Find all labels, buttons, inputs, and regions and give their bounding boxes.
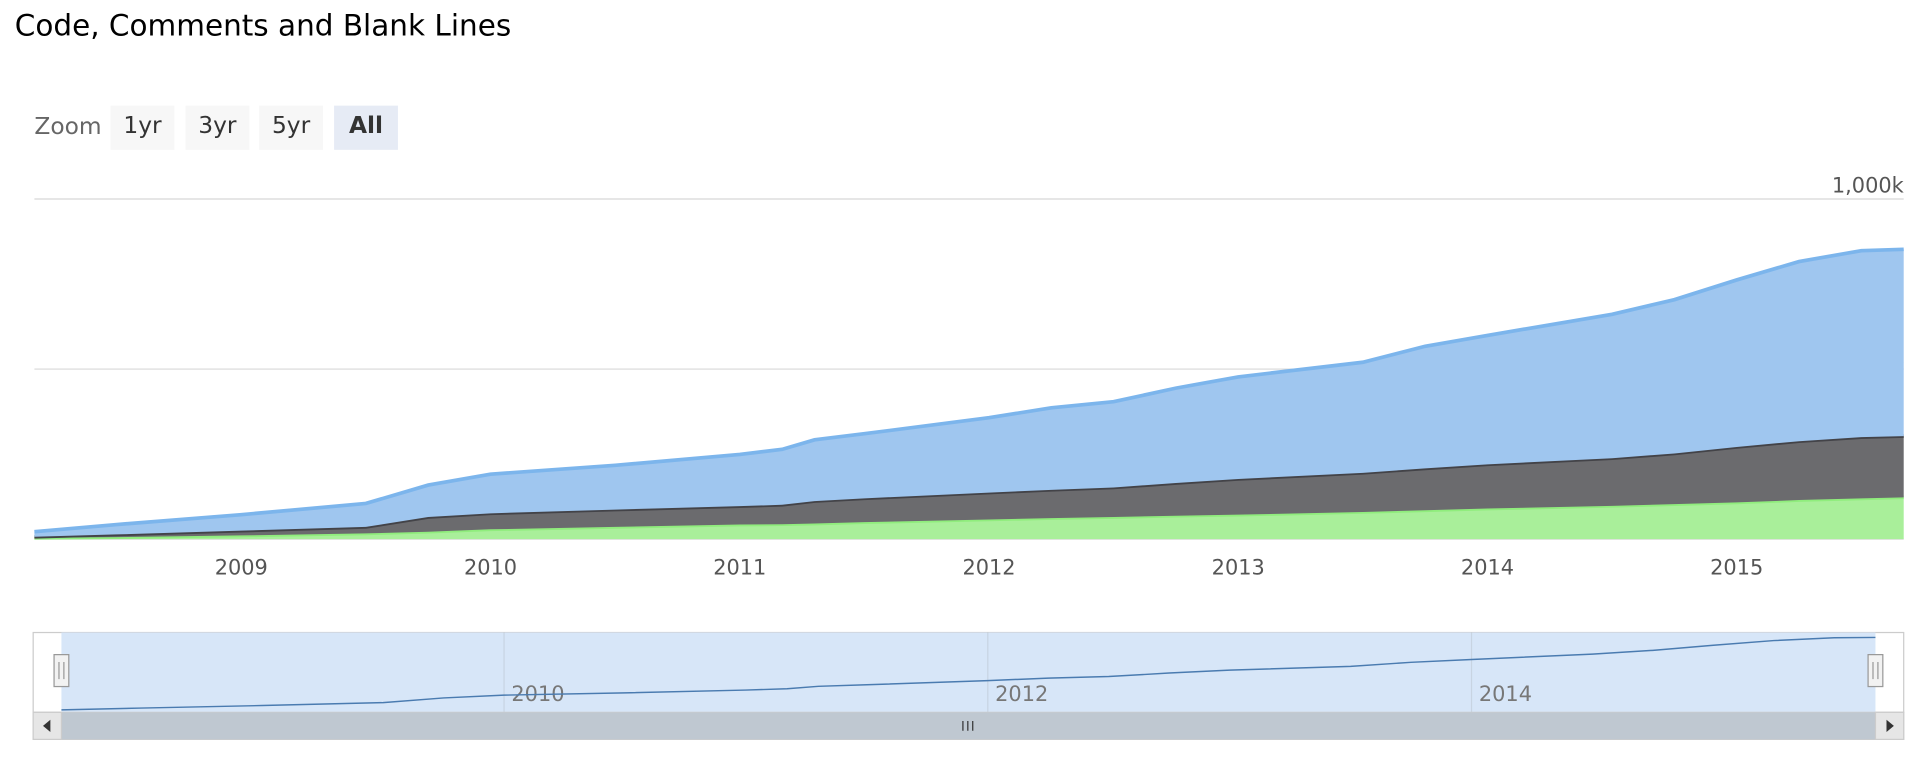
x-tick-label: 2010 bbox=[464, 556, 517, 580]
zoom-button[interactable]: 3yr bbox=[185, 105, 250, 150]
chart-title: Code, Comments and Blank Lines bbox=[15, 9, 511, 43]
navigator: 2010 2012 2014 bbox=[32, 631, 1905, 713]
arrow-right bbox=[1886, 719, 1894, 732]
area bbox=[34, 497, 1904, 540]
zoom-button-bg bbox=[259, 105, 324, 150]
navigator-selection bbox=[61, 632, 1876, 713]
zoom-button-label: All bbox=[349, 111, 383, 139]
scrollbar[interactable] bbox=[32, 711, 1905, 740]
scroll-grip bbox=[962, 720, 974, 731]
x-tick-label: 2011 bbox=[713, 556, 766, 580]
zoom-button[interactable]: All bbox=[334, 105, 398, 150]
x-tick-label: 2009 bbox=[215, 556, 268, 580]
zoom-button-bg bbox=[185, 105, 250, 150]
zoom-button[interactable]: 1yr bbox=[110, 105, 175, 150]
zoom-button-bg bbox=[334, 105, 398, 150]
navigator-tick-label: 2012 bbox=[995, 682, 1048, 706]
navigator-handle[interactable] bbox=[53, 654, 70, 688]
x-tick-label: 2014 bbox=[1461, 556, 1514, 580]
x-tick-label: 2012 bbox=[962, 556, 1015, 580]
arrow-left bbox=[43, 719, 51, 732]
zoom-button-bg bbox=[110, 105, 175, 150]
zoom-button-label: 1yr bbox=[123, 111, 162, 139]
area bbox=[34, 249, 1904, 537]
navigator-handle[interactable] bbox=[1867, 654, 1884, 688]
handle-body bbox=[1867, 654, 1884, 688]
x-tick-label: 2015 bbox=[1710, 556, 1763, 580]
navigator-line bbox=[61, 636, 1876, 711]
x-tick-label: 2013 bbox=[1212, 556, 1265, 580]
handle-grip bbox=[1872, 661, 1879, 680]
handle-body bbox=[53, 654, 70, 688]
area-line bbox=[34, 247, 1904, 534]
zoom-button-label: 3yr bbox=[198, 111, 237, 139]
area bbox=[34, 436, 1904, 538]
zoom-label: Zoom bbox=[34, 112, 101, 140]
zoom-button[interactable]: 5yr bbox=[259, 105, 324, 150]
y-tick-label: 1,000k bbox=[1832, 174, 1905, 198]
handle-grip bbox=[58, 661, 65, 680]
navigator-tick-label: 2014 bbox=[1479, 682, 1532, 706]
zoom-button-label: 5yr bbox=[272, 111, 311, 139]
